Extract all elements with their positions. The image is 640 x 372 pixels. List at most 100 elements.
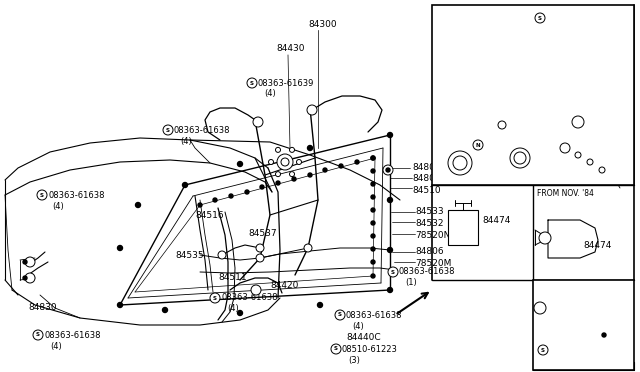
Circle shape bbox=[269, 160, 273, 164]
Text: 84516: 84516 bbox=[195, 211, 223, 219]
Circle shape bbox=[371, 156, 375, 160]
Text: (1): (1) bbox=[555, 356, 567, 366]
Text: S: S bbox=[338, 312, 342, 317]
Circle shape bbox=[371, 221, 375, 225]
Text: 84430: 84430 bbox=[276, 44, 305, 52]
Circle shape bbox=[256, 254, 264, 262]
Circle shape bbox=[448, 151, 472, 175]
Circle shape bbox=[388, 267, 398, 277]
Circle shape bbox=[498, 121, 506, 129]
Circle shape bbox=[229, 194, 233, 198]
Bar bbox=[448, 210, 478, 245]
Circle shape bbox=[371, 195, 375, 199]
Circle shape bbox=[538, 345, 548, 355]
Text: 84474: 84474 bbox=[482, 215, 510, 224]
Circle shape bbox=[535, 13, 545, 23]
Text: 08363-61638: 08363-61638 bbox=[221, 294, 278, 302]
Text: ^8'3*00 4: ^8'3*00 4 bbox=[565, 364, 601, 370]
Bar bbox=[533, 280, 634, 370]
Circle shape bbox=[304, 244, 312, 252]
Circle shape bbox=[514, 152, 526, 164]
Circle shape bbox=[182, 183, 188, 187]
Text: 08510-61223: 08510-61223 bbox=[342, 344, 398, 353]
Circle shape bbox=[387, 132, 392, 138]
Circle shape bbox=[317, 302, 323, 308]
Circle shape bbox=[371, 247, 375, 251]
Text: 84807: 84807 bbox=[412, 163, 440, 171]
Circle shape bbox=[296, 160, 301, 164]
Text: 84808: 84808 bbox=[412, 173, 440, 183]
Circle shape bbox=[371, 169, 375, 173]
Circle shape bbox=[281, 158, 289, 166]
Text: 84511: 84511 bbox=[218, 273, 246, 282]
Text: 90570: 90570 bbox=[580, 61, 609, 70]
Text: 84533: 84533 bbox=[415, 206, 444, 215]
Text: 08911-2062H: 08911-2062H bbox=[484, 141, 541, 150]
Text: 08363-61638: 08363-61638 bbox=[44, 330, 100, 340]
Circle shape bbox=[136, 202, 141, 208]
Text: 84537: 84537 bbox=[248, 228, 276, 237]
Circle shape bbox=[572, 116, 584, 128]
Circle shape bbox=[210, 293, 220, 303]
Text: 08363-61638: 08363-61638 bbox=[174, 125, 230, 135]
Circle shape bbox=[118, 246, 122, 250]
Text: 78520M: 78520M bbox=[415, 259, 451, 267]
Text: (2): (2) bbox=[552, 25, 564, 33]
Circle shape bbox=[276, 181, 280, 185]
Text: 84300: 84300 bbox=[308, 19, 337, 29]
Circle shape bbox=[25, 273, 35, 283]
Circle shape bbox=[387, 198, 392, 202]
Circle shape bbox=[387, 247, 392, 253]
Text: 84420: 84420 bbox=[270, 280, 298, 289]
Text: S: S bbox=[36, 333, 40, 337]
Circle shape bbox=[307, 105, 317, 115]
Text: 08363-61638: 08363-61638 bbox=[48, 190, 104, 199]
Text: (3): (3) bbox=[348, 356, 360, 365]
Text: 08363-61638: 08363-61638 bbox=[399, 267, 456, 276]
Circle shape bbox=[256, 244, 264, 252]
Text: 84535: 84535 bbox=[175, 250, 204, 260]
Circle shape bbox=[371, 156, 375, 160]
Text: 08363-61638: 08363-61638 bbox=[346, 311, 403, 320]
Circle shape bbox=[237, 311, 243, 315]
Text: S: S bbox=[538, 16, 542, 20]
Text: 08363-61238: 08363-61238 bbox=[549, 346, 605, 355]
Circle shape bbox=[355, 160, 359, 164]
Text: 90502: 90502 bbox=[590, 167, 619, 176]
Circle shape bbox=[387, 288, 392, 292]
Circle shape bbox=[237, 161, 243, 167]
Circle shape bbox=[213, 198, 217, 202]
Text: S: S bbox=[166, 128, 170, 132]
Text: (4): (4) bbox=[227, 305, 239, 314]
Circle shape bbox=[275, 147, 280, 153]
Text: (4): (4) bbox=[52, 202, 64, 211]
Circle shape bbox=[277, 154, 293, 170]
Text: (1): (1) bbox=[405, 279, 417, 288]
Text: 84532: 84532 bbox=[415, 218, 444, 228]
Text: HB: HB bbox=[438, 164, 452, 173]
Circle shape bbox=[339, 164, 343, 168]
Circle shape bbox=[289, 171, 294, 177]
Text: (4): (4) bbox=[352, 321, 364, 330]
Bar bbox=[432, 5, 634, 185]
Circle shape bbox=[534, 302, 546, 314]
Circle shape bbox=[510, 148, 530, 168]
Circle shape bbox=[253, 117, 263, 127]
Circle shape bbox=[602, 333, 606, 337]
Text: (4): (4) bbox=[264, 89, 276, 97]
Circle shape bbox=[247, 78, 257, 88]
Circle shape bbox=[163, 125, 173, 135]
Circle shape bbox=[371, 182, 375, 186]
Text: N: N bbox=[476, 142, 480, 148]
Text: (2): (2) bbox=[490, 151, 502, 160]
Circle shape bbox=[25, 257, 35, 267]
Circle shape bbox=[453, 156, 467, 170]
Circle shape bbox=[473, 140, 483, 150]
Circle shape bbox=[575, 152, 581, 158]
Text: 84806: 84806 bbox=[415, 247, 444, 256]
Text: 08363-61639: 08363-61639 bbox=[258, 78, 314, 87]
Circle shape bbox=[23, 260, 27, 264]
Circle shape bbox=[371, 234, 375, 238]
Circle shape bbox=[118, 302, 122, 308]
Text: (4): (4) bbox=[50, 341, 61, 350]
